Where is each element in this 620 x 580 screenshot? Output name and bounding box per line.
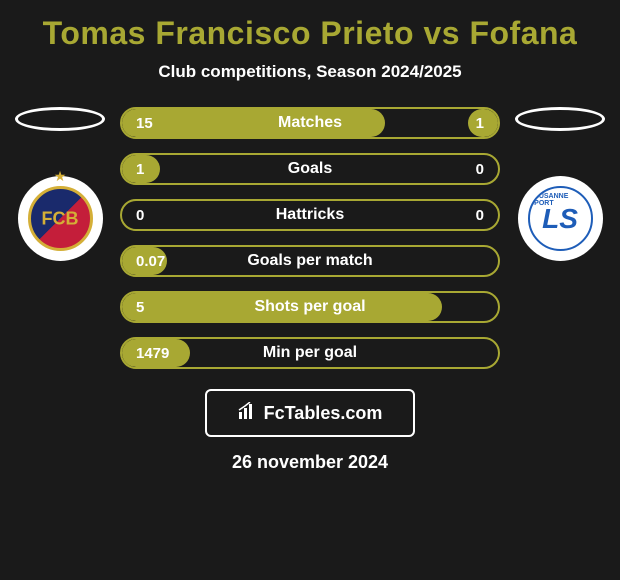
stat-bar: 15Matches1 — [120, 107, 500, 139]
right-side-column: LAUSANNE SPORT LS — [510, 107, 610, 261]
stats-column: 15Matches11Goals00Hattricks00.07Goals pe… — [120, 107, 500, 369]
stat-bar: 5Shots per goal — [120, 291, 500, 323]
lausanne-arc-text: LAUSANNE SPORT — [530, 193, 591, 207]
left-ellipse-shape — [15, 107, 105, 131]
stat-label: Shots per goal — [122, 298, 498, 316]
stat-label: Hattricks — [122, 206, 498, 224]
lausanne-logo: LAUSANNE SPORT LS — [528, 186, 593, 251]
star-icon: ★ — [54, 168, 67, 185]
brand-box[interactable]: FcTables.com — [205, 389, 415, 437]
stat-bar: 1Goals0 — [120, 153, 500, 185]
comparison-card: Tomas Francisco Prieto vs Fofana Club co… — [0, 0, 620, 488]
right-ellipse-shape — [515, 107, 605, 131]
lausanne-initials: LS — [542, 203, 578, 235]
subtitle: Club competitions, Season 2024/2025 — [158, 62, 461, 82]
left-team-badge: ★ — [18, 176, 103, 261]
stat-bar: 1479Min per goal — [120, 337, 500, 369]
stat-right-value: 0 — [476, 161, 484, 178]
chart-icon — [238, 402, 258, 425]
right-team-badge: LAUSANNE SPORT LS — [518, 176, 603, 261]
stat-label: Goals per match — [122, 252, 498, 270]
stat-bar: 0Hattricks0 — [120, 199, 500, 231]
stat-label: Min per goal — [122, 344, 498, 362]
left-side-column: ★ — [10, 107, 110, 261]
stat-right-value: 0 — [476, 207, 484, 224]
stat-label: Matches — [122, 114, 498, 132]
page-title: Tomas Francisco Prieto vs Fofana — [43, 15, 578, 52]
stat-label: Goals — [122, 160, 498, 178]
stat-right-value: 1 — [476, 115, 484, 132]
main-row: ★ 15Matches11Goals00Hattricks00.07Goals … — [10, 107, 610, 369]
date-text: 26 november 2024 — [232, 452, 388, 473]
brand-text: FcTables.com — [264, 403, 383, 424]
stat-bar: 0.07Goals per match — [120, 245, 500, 277]
fcb-logo — [28, 186, 93, 251]
